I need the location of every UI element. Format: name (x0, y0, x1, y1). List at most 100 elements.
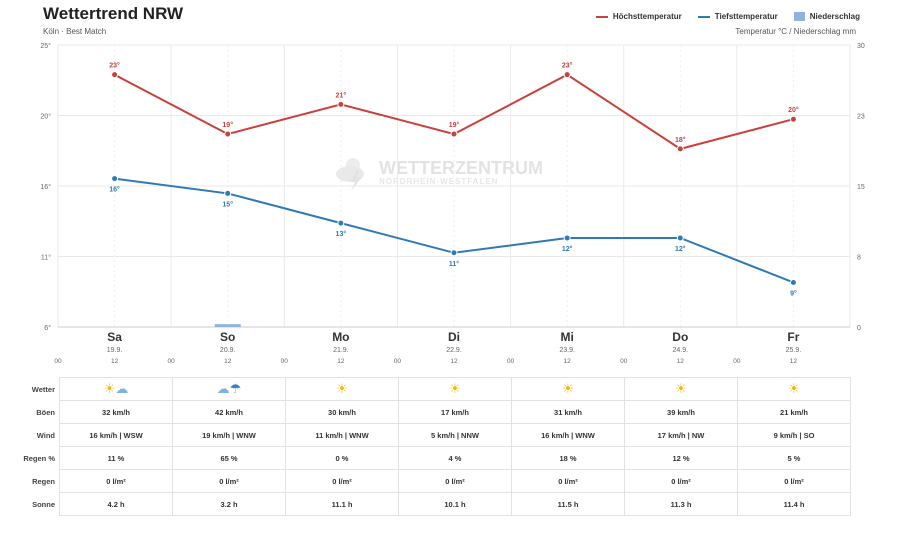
legend-item-precip[interactable]: Niederschlag (793, 12, 860, 21)
x-label-date: 22.9. (446, 347, 462, 354)
high-temp-label: 18° (675, 136, 686, 144)
table-cell: 12 % (624, 446, 738, 470)
table-cell: 65 % (172, 446, 286, 470)
x-tick-hour: 12 (790, 358, 798, 365)
y-tick-right: 23 (857, 114, 865, 121)
legend-label-high: Höchsttemperatur (612, 12, 682, 21)
table-cell: 11.4 h (737, 492, 851, 516)
row-label: Regen (32, 476, 55, 486)
row-label: Böen (36, 407, 55, 417)
table-cell: 30 km/h (285, 400, 399, 424)
y-tick-right: 8 (857, 255, 861, 262)
x-tick-hour: 00 (54, 358, 62, 365)
x-tick-hour: 12 (337, 358, 345, 365)
legend-swatch-high (595, 15, 608, 18)
low-temp-label: 12° (675, 245, 686, 253)
table-cell: 39 km/h (624, 400, 738, 424)
table-cell: 0 l/m² (398, 469, 512, 493)
table-cell: 5 km/h | NNW (398, 423, 512, 447)
x-label-date: 20.9. (220, 347, 236, 354)
table-cell: 0 % (285, 446, 399, 470)
x-label-day: Mo (332, 330, 349, 344)
table-cell: 0 l/m² (172, 469, 286, 493)
table-cell: 10.1 h (398, 492, 512, 516)
low-temp-label: 16° (109, 186, 120, 194)
high-temp-point (224, 130, 232, 138)
x-tick-hour: 12 (564, 358, 572, 365)
legend-item-high[interactable]: Höchsttemperatur (595, 12, 682, 21)
table-cell: 0 l/m² (737, 469, 851, 493)
table-cell: 19 km/h | WNW (172, 423, 286, 447)
row-label: Wetter (31, 384, 55, 394)
table-cell: 16 km/h | WSW (59, 423, 173, 447)
legend-label-precip: Niederschlag (809, 12, 860, 21)
high-temp-label: 23° (562, 62, 573, 70)
table-cell: 0 l/m² (285, 469, 399, 493)
high-temp-point (111, 71, 119, 79)
watermark-logo: WETTERZENTRUM NORDRHEIN-WESTFALEN (333, 152, 543, 192)
unit-note: Temperatur °C / Niederschlag mm (735, 27, 856, 36)
low-temp-point (563, 234, 571, 242)
x-label-day: Di (448, 330, 460, 344)
table-cell: 31 km/h (511, 400, 625, 424)
low-temp-label: 9° (790, 289, 797, 297)
y-tick-right: 30 (857, 43, 865, 50)
y-tick-left: 16° (40, 183, 51, 191)
table-row: Böen 32 km/h 42 km/h 30 km/h 17 km/h 31 km/h 3… (0, 400, 851, 424)
x-label-date: 23.9. (559, 347, 575, 354)
high-temp-point (563, 71, 571, 79)
low-temp-label: 12° (562, 245, 573, 253)
temperature-chart: 25° 20° 16° 11° 6° 30 23 15 8 0 Sa 19.9. 00 12 So 20.9.… (40, 42, 865, 365)
x-tick-hour: 00 (281, 358, 289, 365)
legend-label-low: Tiefsttemperatur (714, 12, 778, 21)
low-temp-point (111, 175, 119, 183)
x-label-date: 21.9. (333, 347, 349, 354)
low-temp-point (676, 234, 684, 242)
table-cell: 3.2 h (172, 492, 286, 516)
row-label: Sonne (32, 499, 55, 509)
sun-icon: ☀ (624, 377, 738, 401)
y-tick-right: 15 (857, 184, 865, 191)
low-temp-point (224, 189, 232, 197)
table-row: Wetter ☀☁ ☁☂ ☀ ☀ ☀ ☀ ☀ (0, 377, 851, 401)
table-cell: 16 km/h | WNW (511, 423, 625, 447)
y-tick-left: 6° (44, 324, 51, 332)
x-tick-hour: 00 (168, 358, 176, 365)
table-cell: 42 km/h (172, 400, 286, 424)
location-subtitle: Köln · Best Match (43, 27, 107, 36)
rain-cloud-icon: ☁☂ (172, 377, 286, 401)
table-cell: 17 km/h (398, 400, 512, 424)
y-tick-right: 0 (857, 325, 861, 332)
table-cell: 11 % (59, 446, 173, 470)
table-row: Regen % 11 % 65 % 0 % 4 % 18 % 12 % 5 % (0, 446, 851, 470)
legend-item-low[interactable]: Tiefsttemperatur (697, 12, 778, 21)
x-tick-hour: 12 (450, 358, 458, 365)
table-cell: 11.1 h (285, 492, 399, 516)
y-tick-left: 25° (40, 42, 51, 50)
forecast-table: Wetter ☀☁ ☁☂ ☀ ☀ ☀ ☀ ☀ Böen 32 km/h 42 km/h 30 km/h… (0, 377, 851, 516)
sun-icon: ☀ (398, 377, 512, 401)
x-label-date: 24.9. (672, 347, 688, 354)
table-row: Wind 16 km/h | WSW 19 km/h | WNW 11 km/h | … (0, 423, 851, 447)
table-cell: 4.2 h (59, 492, 173, 516)
watermark-name: WETTERZENTRUM (379, 157, 543, 178)
high-temp-point (337, 100, 345, 108)
x-label-day: Sa (107, 330, 122, 344)
sun-icon: ☀ (511, 377, 625, 401)
low-temp-point (450, 249, 458, 257)
table-cell: 11.3 h (624, 492, 738, 516)
sun-icon: ☀ (737, 377, 851, 401)
low-temp-point (337, 219, 345, 227)
x-label-day: Fr (787, 330, 799, 344)
low-temp-point (789, 278, 797, 286)
high-temp-label: 19° (449, 121, 460, 129)
high-temp-label: 20° (788, 106, 799, 114)
x-label-day: Mi (560, 330, 573, 344)
x-label-day: So (220, 330, 235, 344)
low-temp-label: 13° (336, 230, 347, 238)
precip-bar (214, 324, 241, 327)
table-cell: 0 l/m² (511, 469, 625, 493)
x-tick-hour: 00 (394, 358, 402, 365)
low-temp-label: 15° (222, 200, 233, 208)
